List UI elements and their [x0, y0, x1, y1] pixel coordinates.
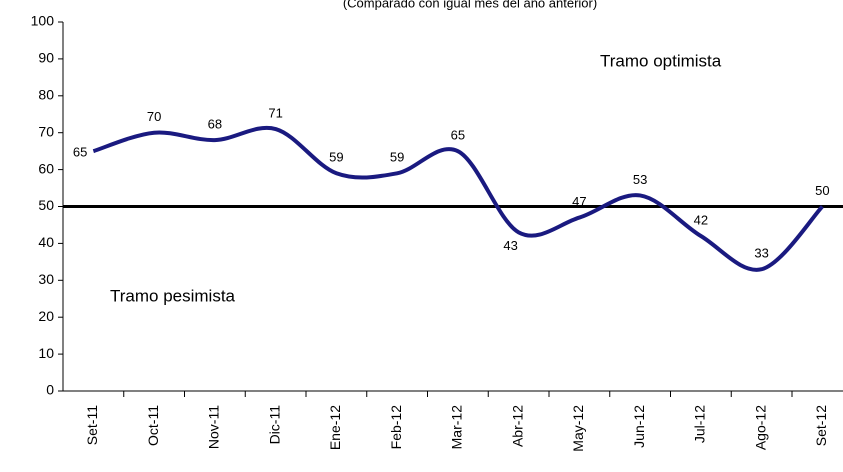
- x-tick-label: Ene-12: [327, 405, 343, 450]
- annotation: Tramo optimista: [600, 51, 722, 70]
- y-tick-label: 90: [38, 50, 54, 66]
- x-tick-label: Oct-11: [145, 405, 161, 446]
- x-tick-label: Set-12: [813, 405, 829, 446]
- y-tick-label: 10: [38, 345, 54, 361]
- x-tick-label: Dic-11: [266, 405, 282, 445]
- y-tick-label: 40: [38, 234, 54, 250]
- x-tick-label: May-12: [570, 405, 586, 452]
- y-tick-label: 80: [38, 87, 54, 103]
- x-tick-label: Abr-12: [509, 405, 525, 447]
- data-label: 59: [329, 150, 343, 165]
- chart-subtitle: (Comparado con igual mes del año anterio…: [343, 0, 597, 10]
- x-tick-label: Ago-12: [752, 405, 768, 450]
- data-label: 43: [503, 238, 517, 253]
- y-tick-label: 0: [46, 382, 54, 398]
- x-tick-label: Nov-11: [206, 405, 222, 449]
- data-label: 50: [815, 183, 829, 198]
- series-line: [92, 125, 824, 272]
- x-tick-label: Jul-12: [692, 405, 708, 443]
- annotation: Tramo pesimista: [110, 286, 236, 305]
- data-label: 59: [390, 150, 404, 165]
- y-tick-label: 60: [38, 160, 54, 176]
- data-label: 53: [633, 172, 647, 187]
- x-tick-label: Feb-12: [388, 405, 404, 450]
- x-tick-label: Jun-12: [631, 405, 647, 448]
- y-tick-label: 100: [31, 13, 55, 29]
- y-tick-label: 30: [38, 271, 54, 287]
- y-tick-label: 50: [38, 197, 54, 213]
- data-label: 47: [572, 194, 586, 209]
- y-tick-label: 70: [38, 123, 54, 139]
- data-label: 65: [451, 128, 465, 143]
- data-label: 70: [147, 109, 161, 124]
- data-label: 33: [754, 246, 768, 261]
- y-tick-label: 20: [38, 308, 54, 324]
- data-label: 42: [694, 212, 708, 227]
- data-label: 65: [73, 145, 87, 160]
- data-label: 71: [268, 105, 282, 120]
- x-tick-label: Mar-12: [449, 405, 465, 450]
- x-tick-label: Set-11: [84, 405, 100, 445]
- data-label: 68: [208, 117, 222, 132]
